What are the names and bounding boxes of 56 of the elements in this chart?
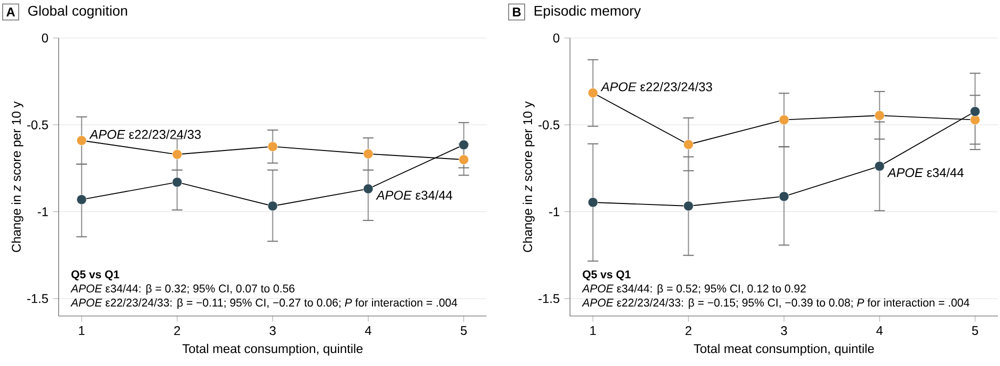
x-tick-label: 4 xyxy=(876,326,883,335)
series-label: APOE ε34/44 xyxy=(376,190,452,200)
annotation: Q5 vs Q1 xyxy=(582,270,631,280)
series-label: APOE ε22/23/24/33 xyxy=(89,130,201,139)
annotation: APOE ε22/23/24/33: β = −0.11; 95% CI, −0.27 to 0.06; P for interaction = .004 xyxy=(70,298,458,309)
series-label: APOE ε34/44 xyxy=(887,168,964,178)
y-tick-label: -0.5 xyxy=(538,120,560,130)
annotation: APOE ε34/44: β = 0.32; 95% CI, 0.07 to 0.56 xyxy=(70,284,294,295)
annotation: Q5 vs Q1 xyxy=(71,270,120,280)
chart-subtitle: A xyxy=(6,8,15,16)
y-tick-label: -1.5 xyxy=(27,294,48,304)
y-tick-label: -1 xyxy=(549,207,560,216)
point xyxy=(172,177,182,188)
y-tick-label: -1 xyxy=(38,207,48,216)
x-tick-label: 3 xyxy=(270,326,276,336)
point xyxy=(458,154,469,165)
y-tick-label: 0 xyxy=(553,34,560,42)
series-label: APOE ε22/23/24/33 xyxy=(600,82,712,92)
x-tick-label: 5 xyxy=(972,326,978,336)
annotation: APOE ε34/44: β = 0.52; 95% CI, 0.12 to 0.92 xyxy=(582,284,806,295)
x-axis-title: Total meat consumption, quintile xyxy=(182,344,363,356)
x-tick-label: 2 xyxy=(174,326,180,336)
point xyxy=(458,140,469,150)
x-tick-label: 3 xyxy=(780,326,787,336)
y-tick-label: -1.5 xyxy=(538,294,560,304)
x-axis-title: Total meat consumption, quintile xyxy=(694,344,874,356)
point xyxy=(683,139,694,150)
y-axis-title: Change in z score per 10 y xyxy=(522,101,535,252)
point xyxy=(363,148,374,159)
point xyxy=(874,110,885,120)
point xyxy=(76,136,87,146)
point xyxy=(683,201,694,212)
x-tick-label: 1 xyxy=(590,326,596,335)
point xyxy=(268,142,278,152)
point xyxy=(268,201,278,212)
chart-title: Global cognition xyxy=(28,5,128,19)
y-tick-label: 0 xyxy=(42,34,48,42)
point xyxy=(76,194,87,205)
point xyxy=(588,88,598,98)
point xyxy=(874,161,885,172)
y-axis-title: Change in z score per 10 y xyxy=(11,101,24,252)
chart-subtitle: B xyxy=(512,8,521,16)
point xyxy=(588,197,598,208)
point xyxy=(779,114,790,125)
x-tick-label: 2 xyxy=(686,326,692,336)
point xyxy=(363,184,374,194)
point xyxy=(779,191,790,202)
point xyxy=(172,149,182,160)
x-tick-label: 5 xyxy=(460,326,467,336)
point xyxy=(970,106,980,116)
chart-title: Episodic memory xyxy=(534,5,641,19)
annotation: APOE ε22/23/24/33: β = −0.15; 95% CI, −0.39 to 0.08; P for interaction = .004 xyxy=(582,298,970,309)
x-tick-label: 1 xyxy=(79,326,85,335)
point xyxy=(970,114,980,125)
y-tick-label: -0.5 xyxy=(27,120,48,130)
x-tick-label: 4 xyxy=(364,326,372,335)
